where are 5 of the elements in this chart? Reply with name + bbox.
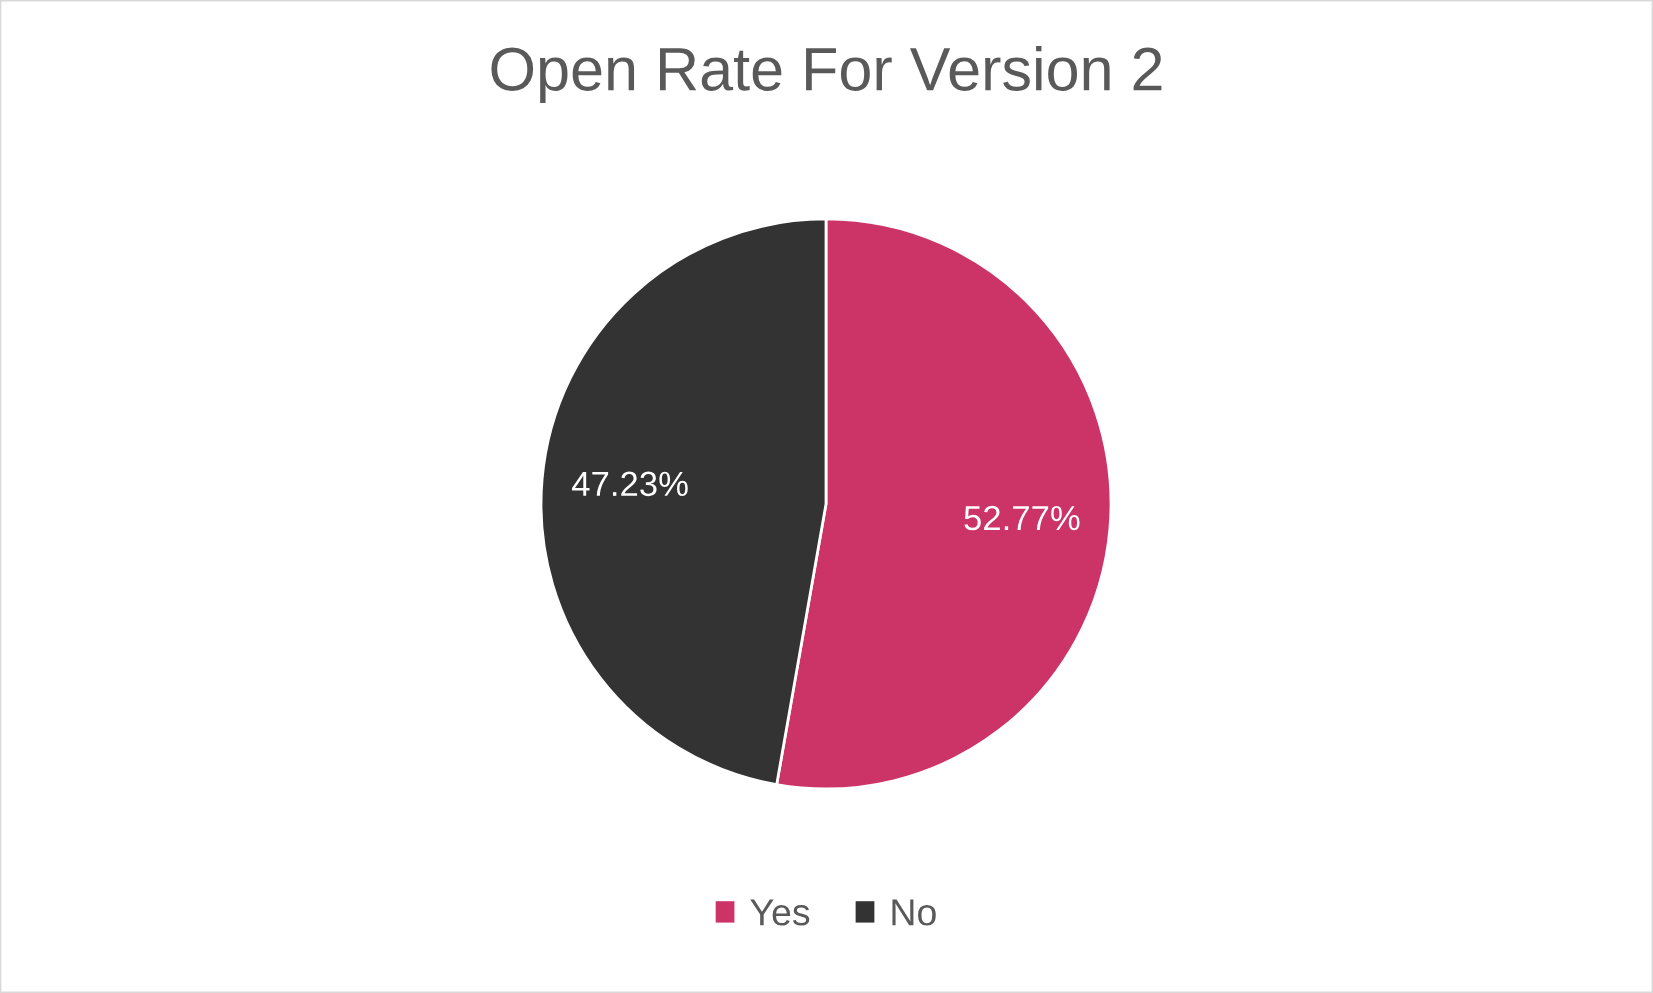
chart-title: Open Rate For Version 2 — [491, 45, 1162, 103]
data-label: 47.23% — [572, 471, 688, 497]
legend-label: No — [892, 899, 936, 926]
legend-label: Yes — [750, 899, 810, 926]
data-label: 52.77% — [964, 505, 1080, 531]
